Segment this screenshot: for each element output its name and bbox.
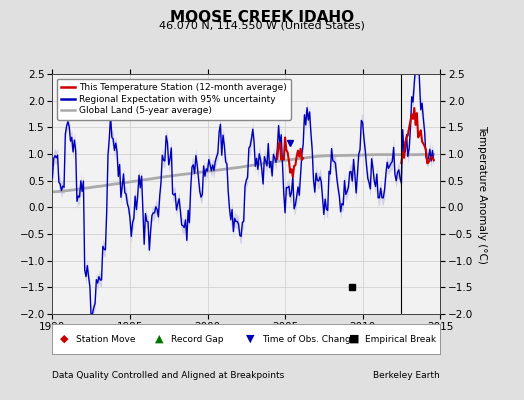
Text: Berkeley Earth: Berkeley Earth <box>374 371 440 380</box>
Text: Time of Obs. Change: Time of Obs. Change <box>262 334 356 344</box>
Text: Empirical Break: Empirical Break <box>365 334 435 344</box>
Text: 46.070 N, 114.550 W (United States): 46.070 N, 114.550 W (United States) <box>159 21 365 31</box>
Text: Record Gap: Record Gap <box>171 334 223 344</box>
Text: ■: ■ <box>349 334 359 344</box>
Text: ▼: ▼ <box>246 334 255 344</box>
Legend: This Temperature Station (12-month average), Regional Expectation with 95% uncer: This Temperature Station (12-month avera… <box>57 78 291 120</box>
Text: Station Move: Station Move <box>75 334 135 344</box>
Text: Data Quality Controlled and Aligned at Breakpoints: Data Quality Controlled and Aligned at B… <box>52 371 285 380</box>
Y-axis label: Temperature Anomaly (°C): Temperature Anomaly (°C) <box>477 124 487 264</box>
Text: ◆: ◆ <box>60 334 69 344</box>
Text: MOOSE CREEK IDAHO: MOOSE CREEK IDAHO <box>170 10 354 25</box>
Text: ▲: ▲ <box>155 334 163 344</box>
